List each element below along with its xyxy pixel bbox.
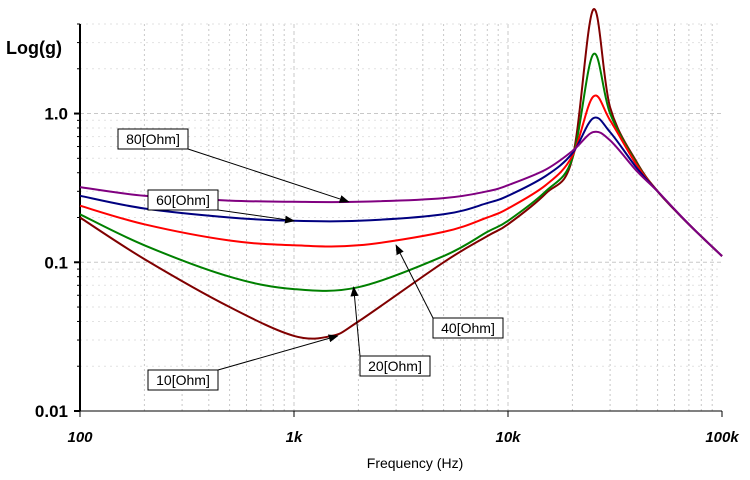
y-tick-label: 0.1 (44, 253, 68, 272)
series-group (79, 8, 723, 340)
x-tick-label: 10k (495, 429, 521, 446)
series-label-10-ohm: 10[Ohm] (147, 334, 339, 391)
y-tick-label: 1.0 (44, 105, 68, 124)
axes: 0.01 0.1 1.0 100 1k 10k 100k (35, 23, 739, 446)
label-arrow (350, 286, 361, 357)
x-tick-label: 1k (286, 429, 303, 446)
x-tick-label: 100 (67, 429, 93, 446)
series-label-80-ohm: 80[Ohm] (117, 128, 350, 203)
x-axis-label: Frequency (Hz) (367, 455, 463, 471)
series-line-10-ohm (79, 8, 723, 340)
label-arrow (217, 209, 295, 224)
x-tick-label: 100k (705, 429, 739, 446)
y-axis-label: Log(g) (6, 38, 62, 58)
series-label-40-ohm: 40[Ohm] (395, 244, 504, 339)
label-box (359, 355, 431, 377)
label-box (147, 189, 219, 211)
series-label-60-ohm: 60[Ohm] (147, 189, 295, 224)
label-text: 10[Ohm] (156, 372, 210, 388)
label-box (432, 317, 504, 339)
series-label-20-ohm: 20[Ohm] (350, 286, 431, 377)
series-labels: 80[Ohm] 60[Ohm] 40[Ohm] 20[Ohm] 10[Ohm] (117, 128, 504, 391)
label-text: 20[Ohm] (368, 358, 422, 374)
label-arrow (217, 334, 339, 371)
label-arrow (187, 148, 350, 203)
series-line-80-ohm (79, 130, 723, 257)
label-arrow (395, 244, 434, 319)
label-box (117, 128, 189, 150)
series-line-40-ohm (79, 94, 723, 257)
label-text: 60[Ohm] (156, 192, 210, 208)
label-box (147, 369, 219, 391)
y-tick-label: 0.01 (35, 402, 68, 421)
series-line-60-ohm (79, 116, 723, 257)
label-text: 80[Ohm] (126, 131, 180, 147)
label-text: 40[Ohm] (441, 320, 495, 336)
